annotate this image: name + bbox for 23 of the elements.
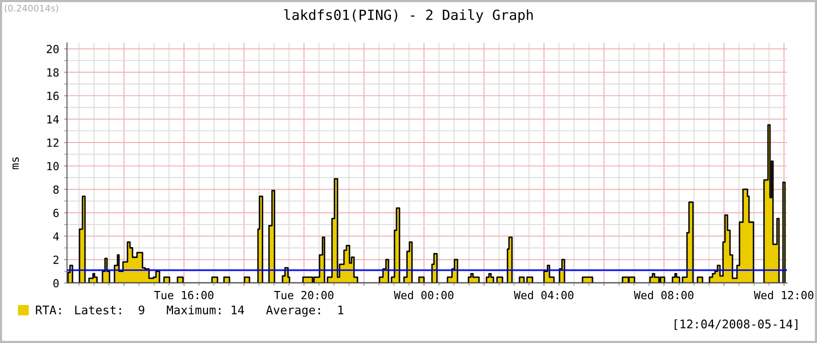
y-tick-label: 8	[53, 185, 59, 194]
y-tick-label: 18	[47, 68, 59, 77]
y-tick-label: 10	[47, 162, 59, 170]
y-tick-label: 4	[53, 232, 59, 240]
x-tick-label: Wed 12:00	[754, 290, 814, 300]
y-tick-label: 12	[47, 138, 58, 147]
text: [12:04/2008-05-14]	[674, 319, 798, 330]
x-tick-label: Tue 20:00	[274, 290, 334, 300]
x-tick-label: Tue 16:00	[154, 290, 214, 300]
legend-label: RTA:	[36, 306, 61, 314]
chart-title: lakdfs01(PING) - 2 Daily Graph	[284, 9, 533, 23]
y-tick-label: 16	[47, 92, 59, 100]
y-tick-label: 2	[53, 256, 58, 264]
x-tick-label: Wed 08:00	[634, 290, 694, 300]
x-tick-label: Wed 00:00	[394, 290, 454, 300]
y-tick-label: 20	[46, 44, 59, 54]
y-tick-label: 6	[53, 208, 59, 218]
x-tick-label: Wed 04:00	[514, 290, 574, 300]
text: (0.240014s)	[4, 4, 58, 13]
y-axis-title: ms	[12, 157, 19, 170]
y-tick-label: 14	[47, 115, 59, 124]
y-tick-label: 0	[53, 279, 59, 288]
text: Latest: 9 Maximum: 14 Average: 1	[75, 305, 344, 317]
